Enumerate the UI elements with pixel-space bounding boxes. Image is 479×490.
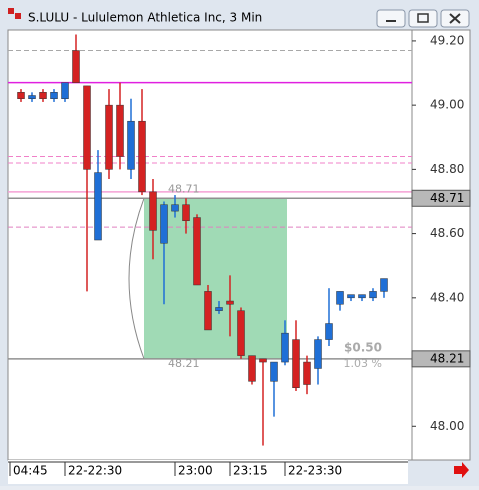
app-icon (15, 13, 21, 19)
candle-body (17, 92, 25, 99)
candle-body (61, 82, 69, 99)
x-tick-label: 22-22:30 (68, 464, 122, 478)
candle-body (138, 120, 146, 193)
candle-body (149, 191, 157, 231)
y-tick-label: 49.20 (430, 33, 464, 47)
candle-body (182, 204, 190, 222)
measure-percent: 1.03 % (344, 357, 382, 370)
candle-body (72, 50, 80, 83)
close-icon (449, 13, 461, 24)
candle-body (270, 361, 278, 382)
candle-body (369, 291, 377, 299)
candle-body (237, 310, 245, 356)
candle-body (39, 92, 47, 99)
candle-body (160, 204, 168, 244)
candle-body (259, 358, 267, 363)
candle-body (281, 332, 289, 363)
candle-body (303, 361, 311, 385)
price-marker-label: 48.71 (430, 191, 464, 205)
candle-body (347, 294, 355, 299)
candle-body (248, 355, 256, 382)
candle-body (325, 323, 333, 340)
x-tick-label: 23:00 (178, 464, 213, 478)
candle-body (28, 95, 36, 99)
candle-body (336, 291, 344, 305)
price-marker-box (411, 189, 471, 207)
measure-bottom-label: 48.21 (168, 357, 200, 370)
measure-change: $0.50 (344, 340, 382, 354)
x-tick-label: 04:45 (13, 464, 48, 478)
scroll-arrow[interactable] (454, 462, 469, 478)
candle-body (226, 300, 234, 305)
candle-body (94, 172, 102, 241)
x-tick-label: 22-23:30 (288, 464, 342, 478)
maximize-icon (417, 13, 429, 23)
candle-body (127, 120, 135, 170)
y-tick-label: 48.60 (430, 226, 464, 240)
maximize-button[interactable] (408, 9, 438, 28)
candle-body (292, 339, 300, 388)
y-tick-label: 48.40 (430, 290, 464, 304)
x-tick-label: 23:15 (233, 464, 268, 478)
y-tick-label: 49.00 (430, 98, 464, 112)
price-marker-label: 48.21 (430, 351, 464, 365)
candle-body (358, 294, 366, 299)
candle-body (116, 104, 124, 157)
time-axis-bg (8, 460, 408, 484)
candle-body (50, 92, 58, 99)
y-tick-label: 48.80 (430, 162, 464, 176)
candle-body (193, 217, 201, 286)
measure-box (144, 198, 287, 359)
candle-body (380, 278, 388, 292)
measure-top-label: 48.71 (168, 182, 200, 195)
candle-body (83, 85, 91, 170)
y-tick-label: 48.00 (430, 419, 464, 433)
measure-arc (128, 198, 145, 360)
candle-body (204, 291, 212, 331)
app-icon (8, 8, 14, 14)
price-marker-box (411, 350, 471, 368)
window-title: S.LULU - Lululemon Athletica Inc, 3 Min (28, 11, 262, 25)
plot: 49.20 49.00 48.80 48.60 48.40 48.00 48.71 48.21… (8, 33, 471, 478)
candle-body (314, 339, 322, 369)
minimize-button[interactable] (376, 9, 406, 28)
candle-body (171, 204, 179, 212)
candle-body (105, 104, 113, 170)
candle-body (215, 307, 223, 311)
